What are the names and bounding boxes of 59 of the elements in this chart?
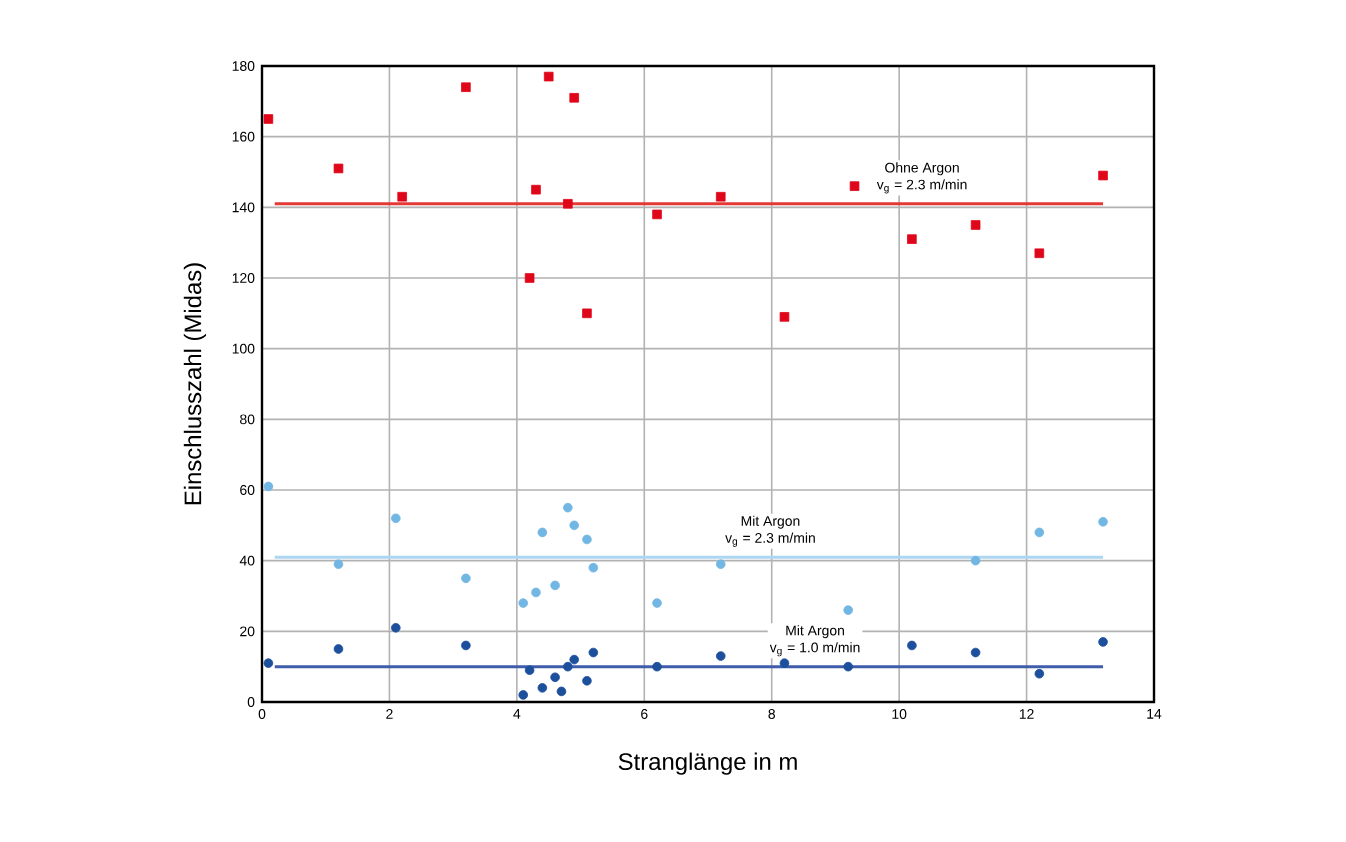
point (582, 534, 592, 545)
point (652, 598, 662, 608)
point (849, 181, 860, 191)
point (333, 163, 344, 174)
point (391, 623, 401, 633)
point (461, 573, 471, 584)
point (715, 191, 726, 202)
point (391, 513, 401, 524)
point (843, 605, 853, 615)
point (524, 665, 535, 675)
point (569, 520, 579, 531)
point (563, 661, 573, 672)
point (582, 308, 592, 319)
point (461, 82, 471, 92)
point (518, 690, 529, 700)
point (263, 481, 274, 492)
point (970, 220, 981, 230)
point (543, 71, 554, 82)
point (524, 273, 535, 283)
point (715, 651, 726, 661)
point (588, 562, 599, 573)
point (461, 640, 471, 651)
point (582, 676, 592, 686)
point (397, 191, 407, 202)
y-axis-title: Einschlusszahl (Midas) (183, 263, 207, 505)
point (563, 502, 573, 513)
point (518, 598, 529, 608)
point (715, 559, 726, 569)
point (550, 580, 560, 591)
point (779, 312, 790, 322)
point (569, 93, 579, 103)
point (1098, 637, 1108, 647)
point (263, 114, 274, 124)
point (556, 686, 567, 697)
point (1034, 248, 1045, 259)
point (563, 199, 573, 209)
point (1034, 668, 1045, 679)
point (652, 209, 662, 220)
point (1098, 170, 1108, 181)
point (550, 672, 560, 683)
point (652, 661, 662, 672)
point (1034, 527, 1045, 538)
point (531, 184, 541, 195)
point (588, 647, 599, 658)
point (907, 640, 917, 651)
point (970, 555, 981, 566)
x-axis-title: Stranglänge in m (618, 752, 797, 775)
point (531, 587, 541, 598)
point (537, 527, 548, 538)
point (843, 661, 853, 672)
point (333, 559, 344, 569)
point (1098, 517, 1108, 527)
point (970, 647, 981, 658)
point (333, 644, 344, 654)
point (907, 234, 917, 244)
point (263, 658, 274, 668)
point (569, 654, 579, 665)
point (537, 683, 548, 693)
point (779, 658, 790, 668)
